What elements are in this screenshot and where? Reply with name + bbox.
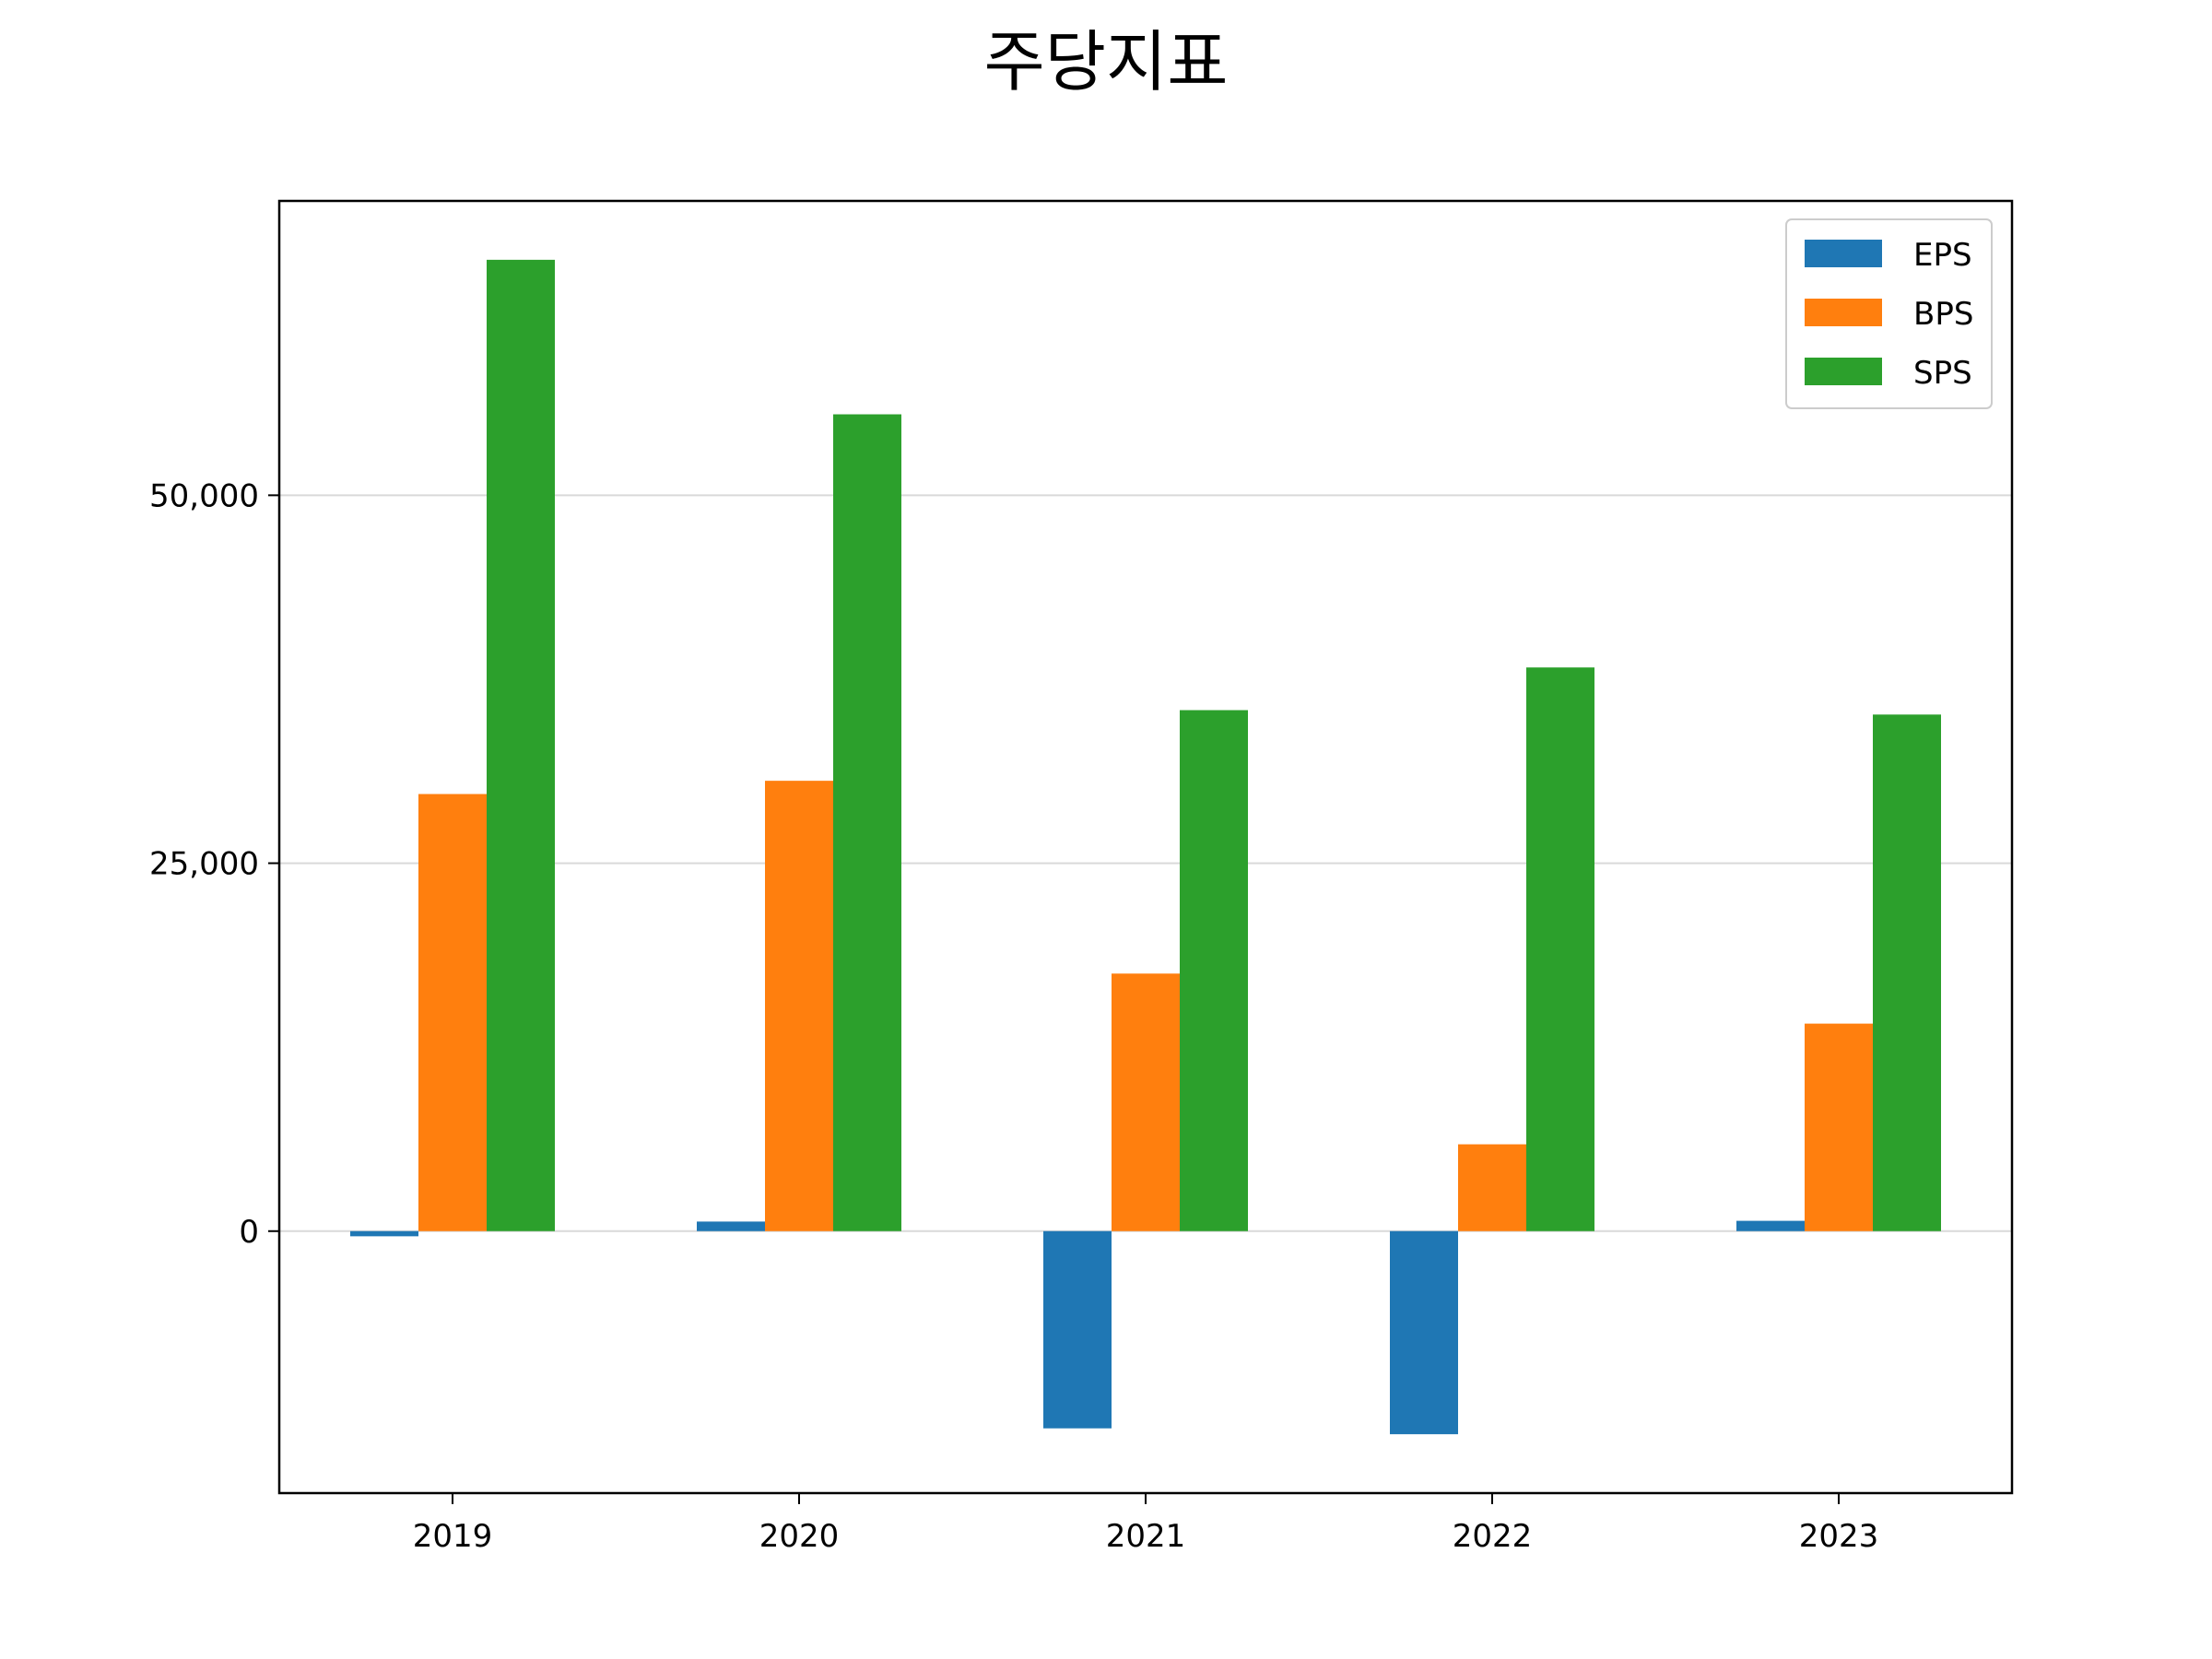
grid-layer: [279, 494, 2012, 1232]
x-tick-label: 2020: [759, 1518, 840, 1555]
x-tick-label: 2022: [1453, 1518, 1533, 1555]
bar-eps-2019: [350, 1230, 418, 1237]
bar-eps-2020: [697, 1221, 765, 1231]
y-tick-label: 25,000: [149, 846, 259, 883]
bar-sps-2021: [1180, 710, 1248, 1231]
legend-swatch-bps: [1805, 299, 1882, 326]
y-tick-label: 50,000: [149, 477, 259, 514]
x-tick-label: 2019: [413, 1518, 493, 1555]
bar-eps-2022: [1390, 1230, 1458, 1435]
bar-bps-2020: [765, 781, 833, 1231]
chart-title: 주당지표: [984, 23, 1229, 100]
bars-layer: [350, 259, 1941, 1435]
legend-swatch-sps: [1805, 358, 1882, 385]
bar-sps-2023: [1873, 714, 1941, 1231]
legend-label-bps: BPS: [1913, 296, 1973, 333]
bar-sps-2020: [833, 414, 901, 1231]
legend: EPS BPS SPS: [1785, 218, 1993, 409]
legend-label-sps: SPS: [1913, 355, 1972, 392]
bar-bps-2021: [1112, 973, 1180, 1231]
x-tick-label: 2021: [1106, 1518, 1186, 1555]
bar-bps-2019: [418, 794, 487, 1231]
bar-eps-2023: [1736, 1220, 1805, 1231]
axes-layer: 0 25,000 50,000 2019 2020 2021 2022 2023: [149, 199, 2014, 1555]
legend-swatch-eps: [1805, 240, 1882, 267]
bar-eps-2021: [1043, 1230, 1112, 1429]
bar-bps-2022: [1458, 1144, 1526, 1231]
bar-sps-2022: [1526, 667, 1594, 1231]
y-tick-label: 0: [239, 1214, 259, 1251]
x-tick-label: 2023: [1799, 1518, 1879, 1555]
bar-bps-2023: [1805, 1023, 1873, 1231]
bar-sps-2019: [487, 259, 555, 1231]
legend-label-eps: EPS: [1913, 237, 1972, 274]
